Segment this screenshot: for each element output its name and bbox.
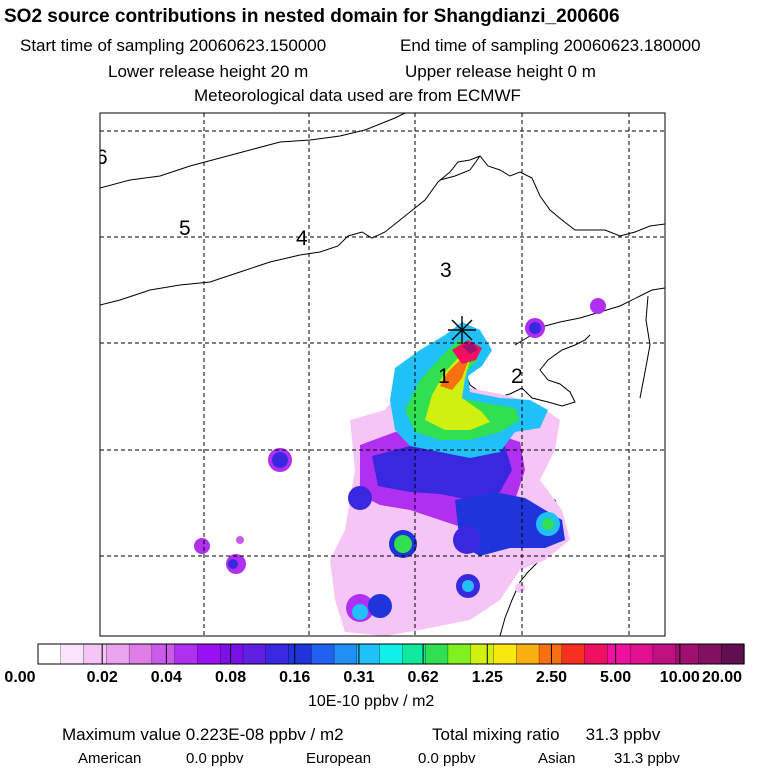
colorbar-cell bbox=[174, 643, 199, 665]
colorbar-cell bbox=[356, 643, 381, 665]
plume-blob bbox=[394, 535, 412, 553]
coastline bbox=[639, 295, 651, 399]
plume-blob bbox=[348, 486, 372, 510]
map-label: 4 bbox=[296, 227, 308, 250]
colorbar-cell bbox=[538, 643, 563, 665]
region-asian-label: Asian bbox=[538, 750, 576, 767]
colorbar-tick-label: 0.62 bbox=[407, 669, 439, 686]
colorbar-frame bbox=[37, 643, 745, 665]
colorbar-cell bbox=[425, 643, 449, 665]
plume-blob bbox=[352, 604, 368, 620]
colorbar-cell bbox=[242, 643, 267, 665]
colorbar-cell bbox=[37, 643, 62, 665]
region-american-value: 0.0 ppbv bbox=[186, 750, 244, 767]
border-line bbox=[439, 155, 481, 181]
colorbar-cell bbox=[561, 643, 586, 665]
plume-blob bbox=[462, 580, 474, 592]
colorbar-tick-label: 0.31 bbox=[343, 669, 375, 686]
plume-blob bbox=[194, 538, 210, 554]
map-label: 1 bbox=[438, 365, 450, 388]
colorbar-cell bbox=[470, 643, 495, 665]
colorbar-cell bbox=[379, 643, 404, 665]
plume-blob bbox=[542, 518, 554, 530]
colorbar-cell bbox=[83, 643, 107, 665]
region-asian-value: 31.3 ppbv bbox=[614, 750, 680, 767]
colorbar-cell bbox=[652, 643, 677, 665]
upper-release-label: Upper release height 0 m bbox=[405, 62, 596, 81]
map-frame bbox=[99, 112, 666, 637]
colorbar-cell bbox=[106, 643, 130, 665]
plume-blob bbox=[529, 322, 541, 334]
plume-core-max bbox=[462, 342, 478, 354]
colorbar-cell bbox=[721, 643, 745, 665]
total-mixing-label: Total mixing ratio bbox=[432, 725, 560, 744]
plume-blue bbox=[372, 446, 512, 500]
colorbar-tick-label: 5.00 bbox=[600, 669, 632, 686]
plume-blob bbox=[368, 594, 392, 618]
border-line bbox=[100, 113, 406, 189]
plume-blob bbox=[423, 581, 433, 591]
map-label: 3 bbox=[440, 259, 452, 282]
colorbar-cell bbox=[629, 643, 654, 665]
colorbar-tick-label: 1.25 bbox=[471, 669, 503, 686]
colorbar-cell bbox=[265, 643, 290, 665]
border-line bbox=[100, 155, 665, 306]
plume-blob bbox=[236, 536, 244, 544]
colorbar-cell bbox=[493, 643, 517, 665]
colorbar-cell bbox=[197, 643, 221, 665]
colorbar-tick-label: 0.04 bbox=[150, 669, 182, 686]
total-mixing-ratio: Total mixing ratio 31.3 ppbv bbox=[432, 725, 660, 745]
colorbar-tick-label: 10.00 bbox=[659, 669, 700, 686]
region-european-value: 0.0 ppbv bbox=[418, 750, 476, 767]
met-data-label: Meteorological data used are from ECMWF bbox=[194, 86, 521, 105]
colorbar-cell bbox=[675, 643, 700, 665]
plume-core-orange bbox=[440, 360, 468, 390]
colorbar-tick-label: 0.00 bbox=[4, 669, 36, 686]
colorbar-cell bbox=[60, 643, 85, 665]
colorbar-tick-label: 2.50 bbox=[535, 669, 568, 686]
region-european-label: European bbox=[306, 750, 372, 767]
total-mixing-value: 31.3 ppbv bbox=[585, 725, 661, 744]
colorbar-cell bbox=[220, 643, 244, 665]
map-label: 5 bbox=[179, 217, 191, 240]
map-label: 2 bbox=[511, 365, 523, 388]
map-label: 6 bbox=[96, 146, 108, 169]
plume-blob bbox=[590, 298, 606, 314]
colorbar-cell bbox=[151, 643, 176, 665]
plume-blob bbox=[453, 526, 481, 554]
plume-blue-south bbox=[455, 492, 565, 556]
plume-blob bbox=[272, 452, 288, 468]
colorbar-cell bbox=[607, 643, 631, 665]
colorbar-cell bbox=[311, 643, 335, 665]
colorbar-cell bbox=[402, 643, 426, 665]
colorbar-tick-label: 0.08 bbox=[214, 669, 247, 686]
max-value-label: Maximum value 0.223E-08 ppbv / m2 bbox=[62, 725, 344, 744]
plume-blob bbox=[228, 559, 238, 569]
colorbar-cell bbox=[333, 643, 358, 665]
plume-core-yellow bbox=[425, 356, 490, 430]
colorbar-cell bbox=[447, 643, 472, 665]
receptor-marker bbox=[448, 316, 476, 344]
start-sampling-label: Start time of sampling 20060623.150000 bbox=[20, 36, 327, 55]
end-sampling-label: End time of sampling 20060623.180000 bbox=[400, 36, 701, 55]
chart-title: SO2 source contributions in nested domai… bbox=[4, 6, 620, 27]
lower-release-label: Lower release height 20 m bbox=[108, 62, 309, 81]
colorbar-unit: 10E-10 ppbv / m2 bbox=[308, 693, 435, 710]
colorbar-tick-label: 0.02 bbox=[86, 669, 118, 686]
colorbar-cell bbox=[584, 643, 609, 665]
colorbar-cell bbox=[128, 643, 153, 665]
colorbar-cell bbox=[698, 643, 722, 665]
colorbar-tick-label: 20.00 bbox=[701, 669, 743, 686]
colorbar-cell bbox=[288, 643, 312, 665]
colorbar-tick-label: 0.16 bbox=[279, 669, 311, 686]
colorbar-cell bbox=[516, 643, 540, 665]
region-american-label: American bbox=[78, 750, 142, 767]
